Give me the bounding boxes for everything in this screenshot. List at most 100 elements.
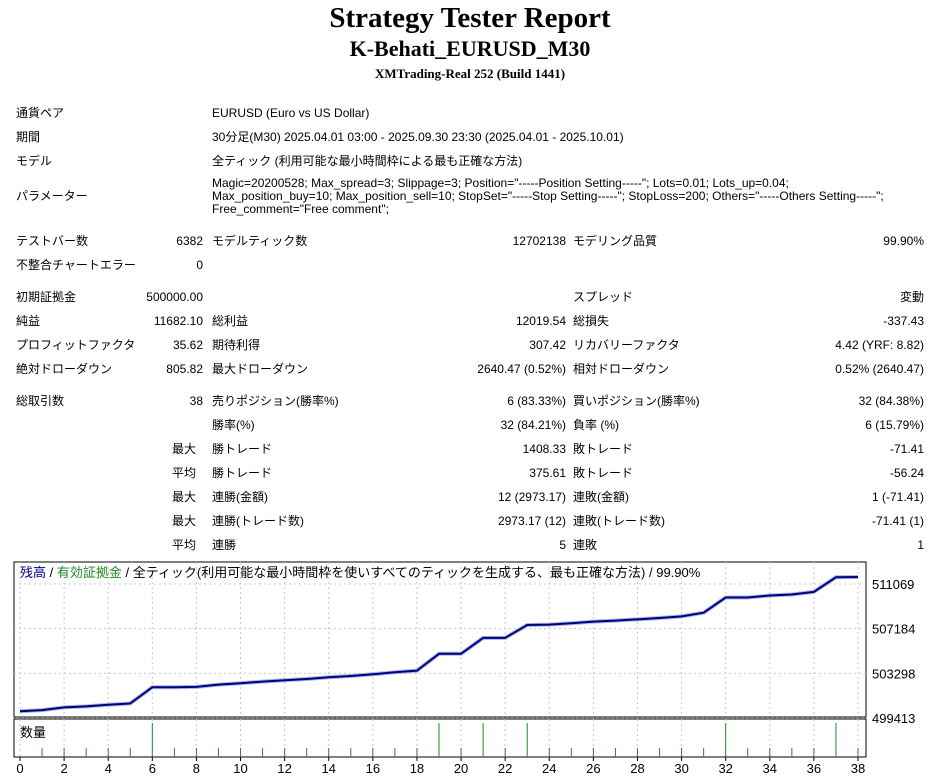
x-tick-label: 4 (105, 761, 112, 776)
stat-value: 6 (83.33%) (507, 394, 566, 408)
legend-separator: / (46, 565, 57, 580)
stat-value: 11682.10 (153, 314, 203, 328)
stat-label: 連勝 (212, 538, 237, 552)
stat-label: モデリング品質 (573, 234, 658, 248)
volume-panel (13, 718, 867, 758)
y-tick-label: 507184 (872, 622, 915, 637)
stat-value: 1 (917, 538, 924, 552)
stat-value: 2640.47 (0.52%) (477, 362, 566, 376)
stat-value: 0.52% (2640.47) (835, 362, 924, 376)
stat-label: 敗トレード (573, 442, 634, 456)
value-period: 30分足(M30) 2025.04.01 03:00 - 2025.09.30 … (212, 130, 624, 144)
stat-value: 375.61 (529, 466, 566, 480)
x-tick-label: 28 (630, 761, 644, 776)
x-tick-label: 18 (410, 761, 424, 776)
stat-value: -71.41 (889, 442, 924, 456)
chart-legend: 残高 / 有効証拠金 / 全ティック(利用可能な最小時間枠を使いすべてのティック… (20, 565, 701, 580)
stat-value: 5 (559, 538, 566, 552)
stat-label: 絶対ドローダウン (16, 362, 113, 376)
stat-label: モデルティック数 (212, 234, 308, 248)
legend-description: / 全ティック(利用可能な最小時間枠を使いすべてのティックを生成する、最も正確な… (122, 565, 701, 580)
stat-value: 307.42 (529, 338, 566, 352)
stat-value: -56.24 (889, 466, 924, 480)
value-model: 全ティック (利用可能な最小時間枠による最も正確な方法) (212, 154, 523, 168)
x-tick-label: 2 (60, 761, 67, 776)
value-symbol: EURUSD (Euro vs US Dollar) (212, 106, 370, 120)
main-panel (13, 561, 867, 718)
y-tick-label: 499413 (872, 711, 915, 726)
stat-value: 32 (84.38%) (858, 394, 924, 408)
stat-label: 連敗(トレード数) (573, 514, 665, 528)
stat-label: 最大ドローダウン (212, 362, 309, 376)
stat-value: -337.43 (883, 314, 924, 328)
y-tick-label: 511069 (872, 577, 914, 592)
stat-label: 勝トレード (212, 442, 273, 456)
stat-label: 負率 (%) (573, 418, 619, 432)
stat-label: 買いポジション(勝率%) (573, 394, 700, 408)
stat-value: -71.41 (1) (871, 514, 924, 528)
label-period: 期間 (16, 130, 41, 144)
stat-value: 12019.54 (515, 314, 566, 328)
value-parameters: Magic=20200528; Max_spread=3; Slippage=3… (212, 176, 884, 216)
stat-label: 連敗(金額) (573, 490, 629, 504)
stat-value: 35.62 (172, 338, 203, 352)
x-tick-label: 8 (193, 761, 200, 776)
x-tick-label: 38 (851, 761, 865, 776)
balance-line (19, 575, 859, 713)
x-tick-label: 20 (454, 761, 468, 776)
label-parameters: パラメーター (16, 189, 88, 203)
label-symbol: 通貨ペア (16, 106, 65, 120)
stat-value: 500000.00 (146, 290, 203, 304)
x-tick-label: 16 (366, 761, 380, 776)
stat-label: 総損失 (573, 314, 610, 328)
stat-label: 勝トレード (212, 466, 273, 480)
label-model: モデル (16, 154, 53, 168)
stat-value: 最大 (172, 514, 197, 528)
stat-label: 総利益 (212, 314, 249, 328)
stat-value: 2973.17 (12) (497, 514, 566, 528)
x-tick-label: 36 (807, 761, 821, 776)
x-tick-label: 24 (542, 761, 556, 776)
stat-value: 4.42 (YRF: 8.82) (835, 338, 924, 352)
stat-value: 38 (189, 394, 203, 408)
stat-label: 勝率(%) (212, 418, 255, 432)
x-tick-label: 34 (763, 761, 777, 776)
y-tick-label: 503298 (872, 666, 915, 681)
stat-value: 最大 (172, 442, 197, 456)
legend-equity: 有効証拠金 (57, 565, 122, 580)
stat-label: 連敗 (573, 538, 598, 552)
x-tick-label: 10 (233, 761, 247, 776)
stat-value: 12702138 (512, 234, 566, 248)
stat-label: 期待利得 (212, 338, 261, 352)
stat-label: 連勝(トレード数) (212, 514, 304, 528)
x-tick-label: 22 (498, 761, 512, 776)
x-tick-label: 0 (16, 761, 23, 776)
stat-value: 平均 (172, 538, 197, 552)
stat-value: 1408.33 (522, 442, 566, 456)
build-info: XMTrading-Real 252 (Build 1441) (374, 66, 566, 81)
stat-value: 805.82 (166, 362, 203, 376)
stat-label: スプレッド (573, 290, 634, 304)
stat-label: 敗トレード (573, 466, 634, 480)
report-subtitle: K-Behati_EURUSD_M30 (349, 36, 591, 61)
x-tick-label: 14 (322, 761, 336, 776)
stat-value: 変動 (899, 290, 924, 304)
stat-value: 99.90% (883, 234, 924, 248)
x-tick-label: 6 (149, 761, 156, 776)
stat-value: 32 (84.21%) (500, 418, 566, 432)
stat-label: 純益 (16, 314, 41, 328)
stat-value: 6382 (176, 234, 203, 248)
stat-value: 最大 (172, 490, 197, 504)
stat-value: 1 (-71.41) (871, 490, 924, 504)
stat-value: 12 (2973.17) (497, 490, 566, 504)
legend-balance: 残高 (20, 565, 46, 580)
stat-label: 初期証拠金 (16, 290, 77, 304)
stat-value: 0 (196, 258, 203, 272)
volume-label: 数量 (20, 725, 46, 740)
x-tick-label: 30 (674, 761, 688, 776)
stat-label: 相対ドローダウン (573, 362, 670, 376)
balance-chart: 0 2 4 6 8 10 12 14 16 18 20 22 24 26 28 30 32 34 36 3851106… (13, 561, 915, 776)
stat-label: 不整合チャートエラー (16, 258, 136, 272)
stat-value: 6 (15.79%) (865, 418, 924, 432)
